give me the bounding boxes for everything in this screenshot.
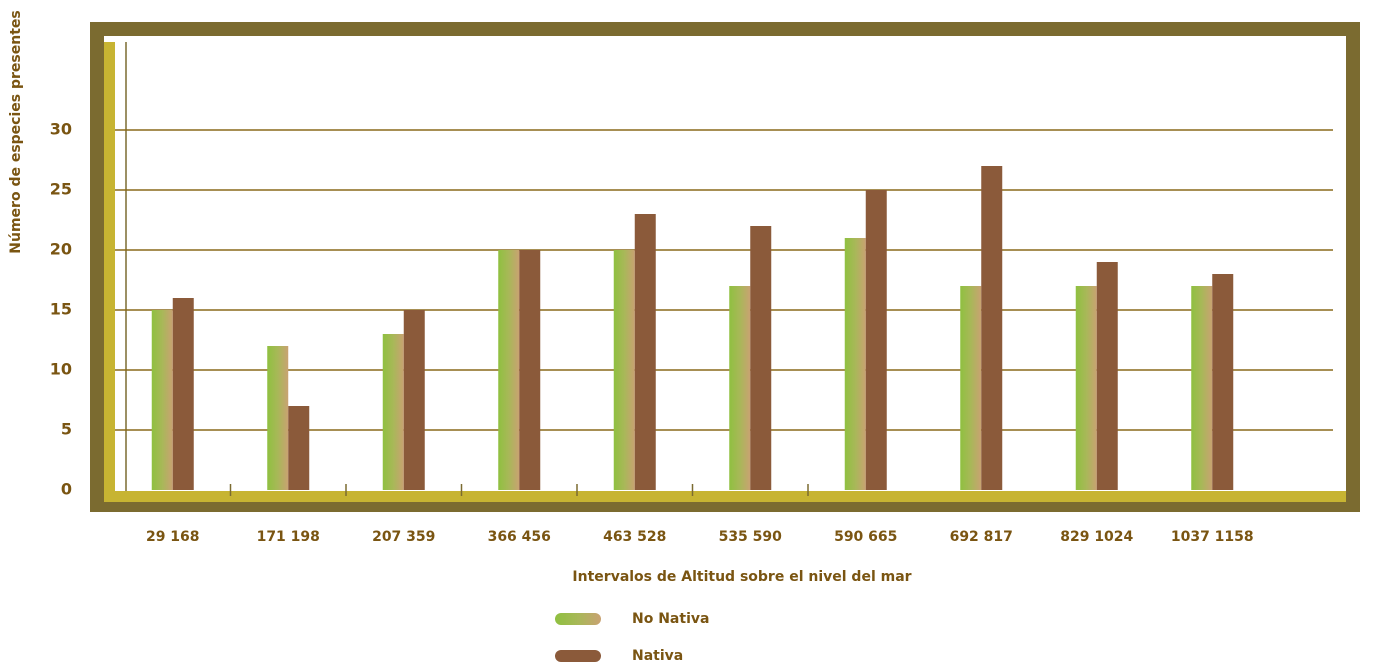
bar [403,310,425,490]
bar [981,166,1003,490]
x-tick-label: 171 198 [257,529,320,545]
bar [1212,274,1234,490]
y-axis-strip [104,42,115,498]
y-tick-label: 30 [50,120,72,139]
bar [498,250,520,490]
bar [729,286,751,490]
x-tick-label: 829 1024 [1060,529,1133,545]
bar [288,406,310,490]
y-axis-label: Número de especies presentes [8,10,24,253]
legend-swatch [555,613,601,625]
bar [519,250,541,490]
x-tick-label: 590 665 [834,529,897,545]
x-axis-strip [104,491,1346,502]
y-tick-label: 15 [50,300,72,319]
x-tick-label: 366 456 [488,529,551,545]
bar [750,226,772,490]
bar [865,190,887,490]
y-tick-label: 10 [50,360,72,379]
x-tick-label: 207 359 [372,529,435,545]
legend-label: No Nativa [632,611,709,627]
x-tick-label: 692 817 [950,529,1013,545]
bar [382,334,404,490]
bar [1096,262,1118,490]
bar [1191,286,1213,490]
bar [960,286,982,490]
bar [634,214,656,490]
bar [151,310,173,490]
x-tick-label: 1037 1158 [1171,529,1254,545]
y-tick-label: 20 [50,240,72,259]
legend-swatch [555,650,601,662]
bar [1075,286,1097,490]
y-tick-label: 5 [61,420,72,439]
x-axis-label: Intervalos de Altitud sobre el nivel del… [572,569,911,585]
y-tick-label: 0 [61,480,72,499]
legend-label: Nativa [632,648,683,664]
bar [844,238,866,490]
frame [90,22,1360,512]
x-tick-label: 29 168 [146,529,200,545]
y-tick-label: 25 [50,180,72,199]
bar [613,250,635,490]
bar [267,346,289,490]
bar [172,298,194,490]
x-tick-label: 463 528 [603,529,666,545]
x-tick-label: 535 590 [719,529,783,545]
